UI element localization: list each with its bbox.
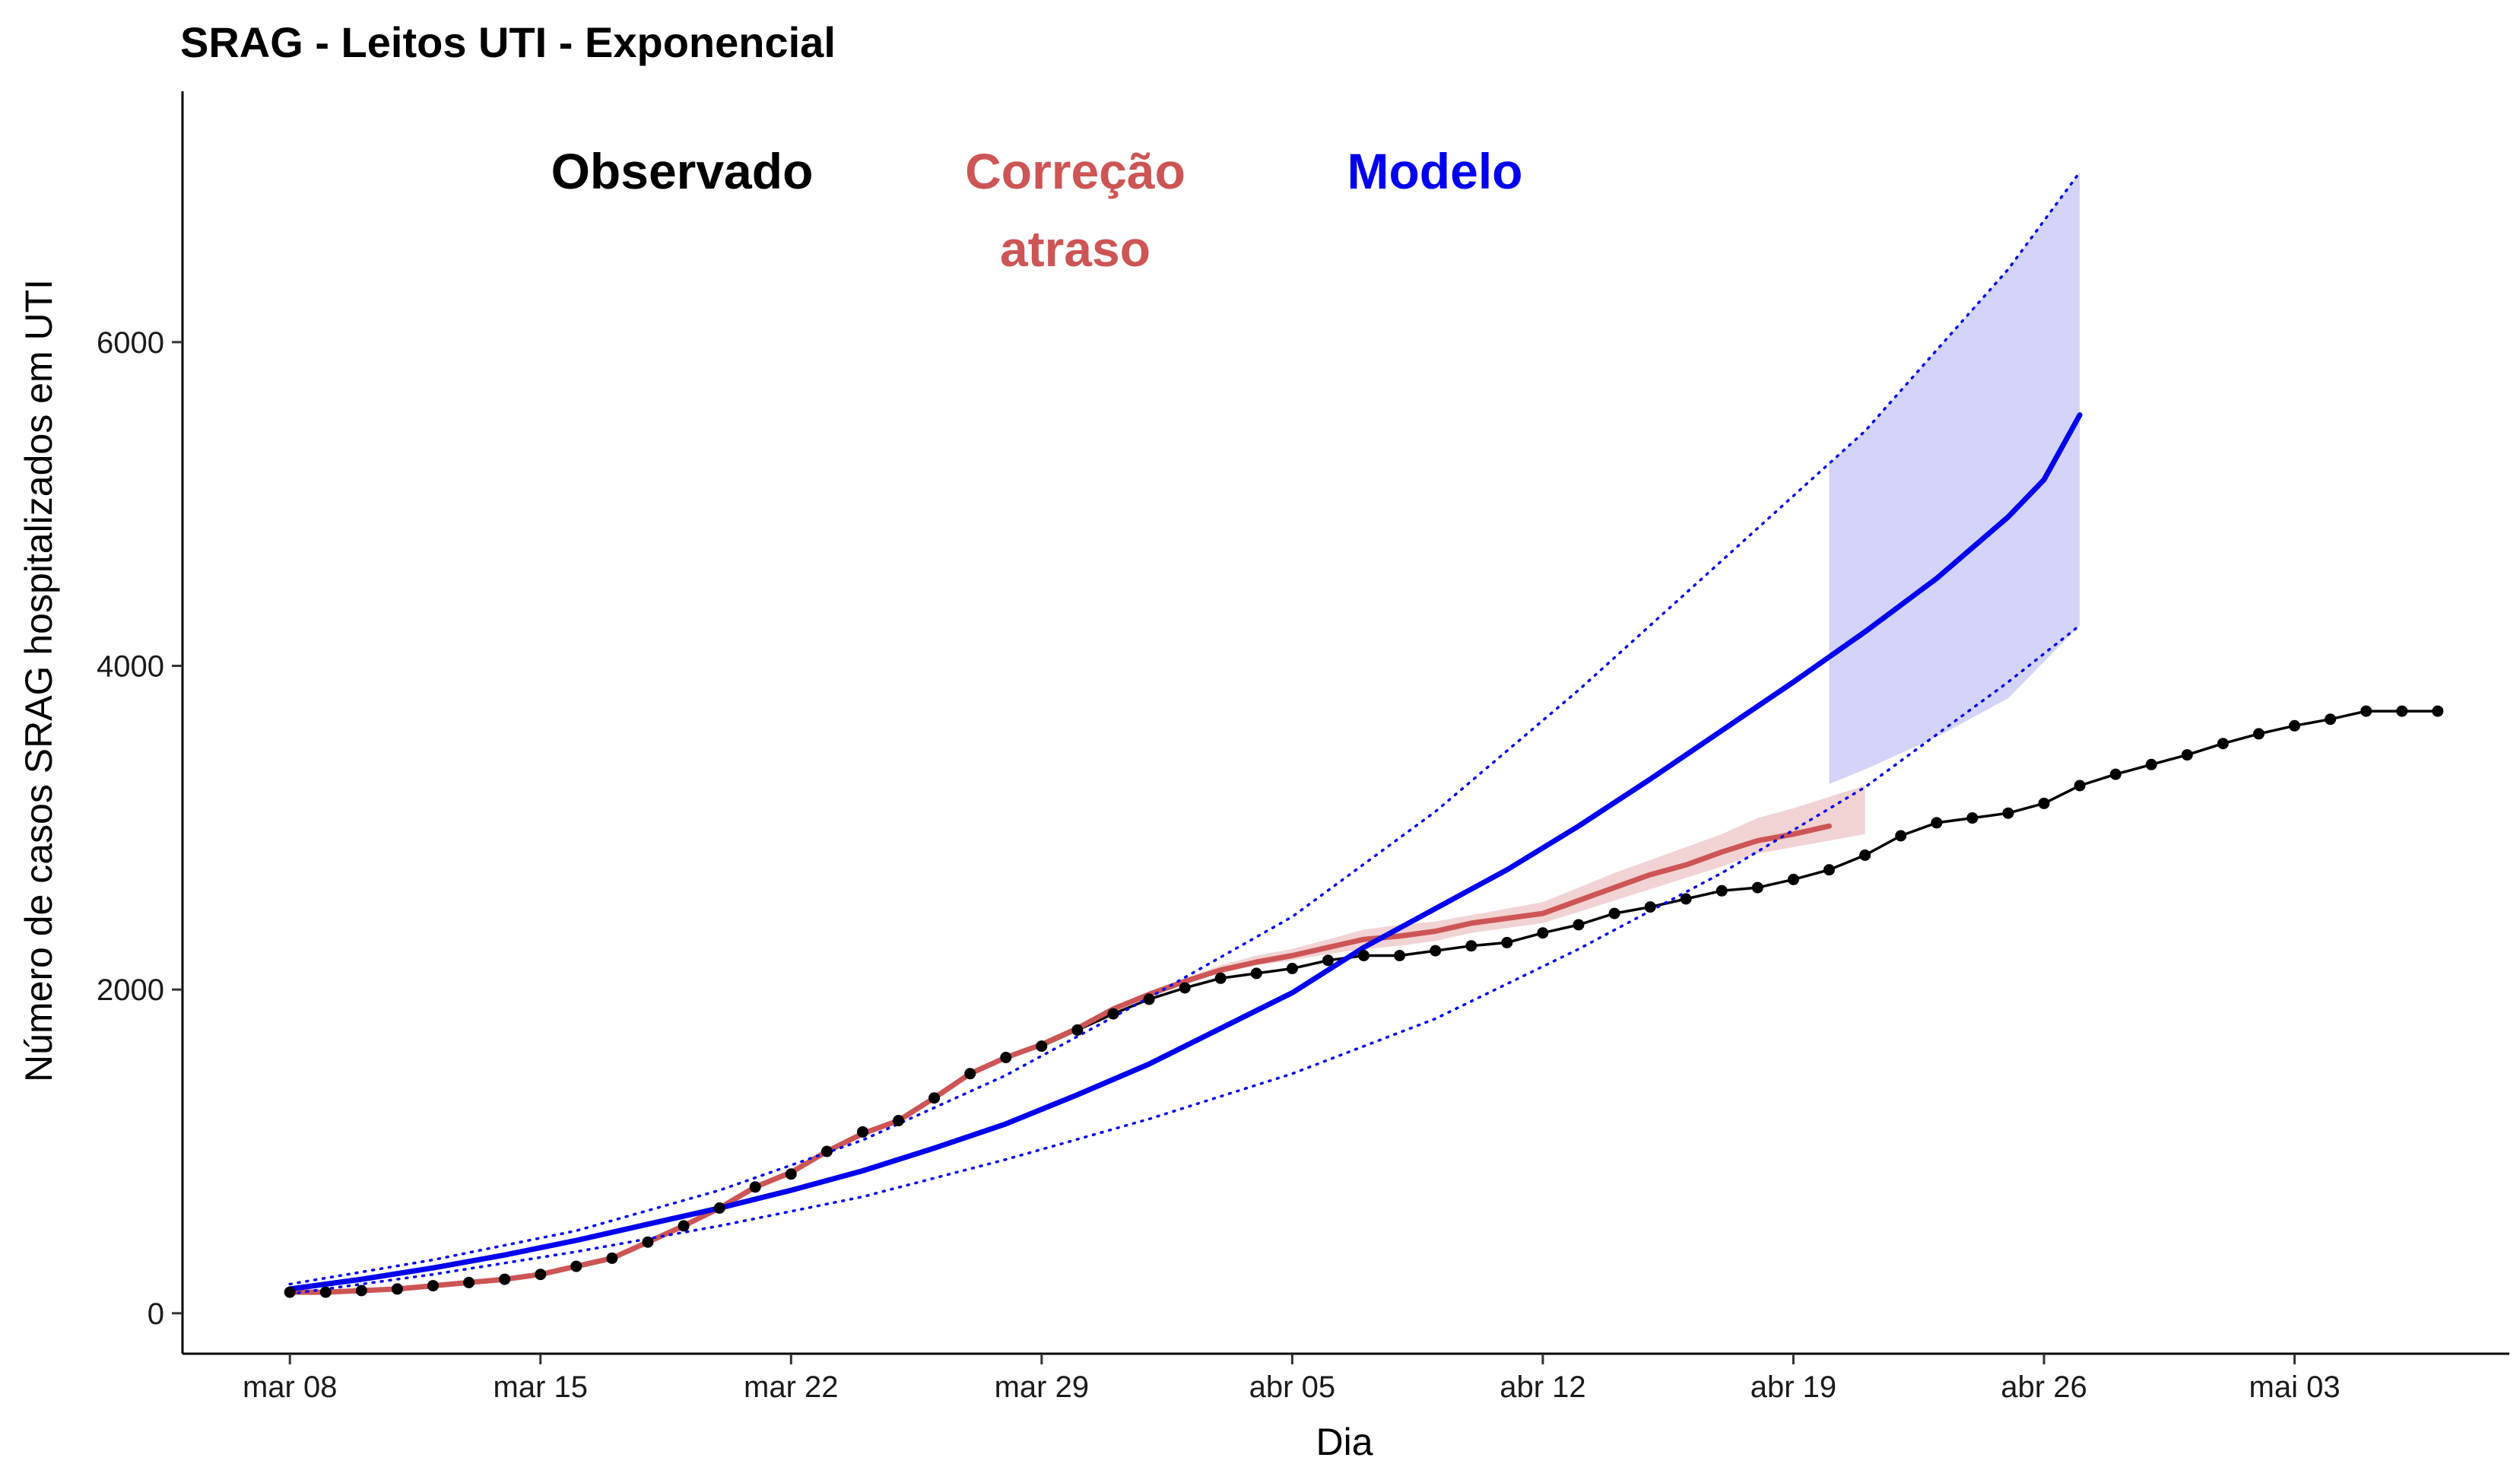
observed-point [1859, 849, 1871, 861]
annotation-observado: Observado [551, 143, 814, 199]
observed-point [1966, 812, 1979, 824]
chart-title: SRAG - Leitos UTI - Exponencial [180, 18, 836, 66]
observed-point [857, 1126, 868, 1138]
observed-point [2038, 797, 2050, 809]
observed-point [1036, 1040, 1048, 1053]
observed-point [392, 1283, 403, 1295]
x-tick-label: mar 08 [243, 1370, 338, 1404]
observed-point [678, 1220, 690, 1232]
observed-point [1179, 982, 1191, 994]
x-tick-label: mar 22 [744, 1370, 839, 1404]
observed-point [1358, 950, 1369, 961]
observed-point [2145, 758, 2157, 770]
observed-point [1322, 954, 1334, 967]
series-line-2 [287, 412, 2083, 1292]
series-line-3 [288, 170, 2081, 1286]
observed-point [2432, 705, 2444, 717]
observed-point [1680, 893, 1692, 905]
observed-point [2002, 807, 2014, 819]
series-lines [287, 170, 2439, 1296]
observed-point [1931, 817, 1943, 829]
band-0 [1149, 786, 1865, 996]
y-tick-label: 2000 [97, 973, 164, 1007]
observed-point [1788, 873, 1799, 885]
observed-point [570, 1260, 582, 1272]
annotation-correcao: Correção [965, 143, 1185, 199]
y-tick-label: 0 [148, 1297, 164, 1331]
x-tick-label: abr 19 [1750, 1370, 1836, 1404]
observed-point [1644, 901, 1656, 913]
observed-point [1286, 963, 1298, 974]
observed-point [2325, 713, 2337, 726]
observed-point [1823, 864, 1835, 876]
x-tick-label: abr 26 [2001, 1370, 2087, 1404]
observed-point [1394, 950, 1406, 961]
observed-point [2109, 768, 2122, 780]
observed-point [1751, 881, 1763, 894]
observed-point [1715, 884, 1728, 897]
observed-point [749, 1181, 761, 1193]
observed-point [535, 1269, 547, 1281]
observed-point [2217, 738, 2229, 750]
y-tick-label: 4000 [97, 650, 164, 684]
observed-point [964, 1068, 976, 1080]
observed-point [1465, 940, 1477, 952]
series-line-4 [288, 624, 2081, 1296]
observed-point [893, 1115, 904, 1126]
y-tick-label: 6000 [97, 326, 164, 360]
observed-point [1143, 993, 1155, 1005]
observed-point [427, 1280, 439, 1292]
confidence-bands [1149, 172, 2080, 996]
observed-point [1895, 830, 1907, 842]
observed-point [2253, 728, 2265, 740]
observed-point [820, 1145, 833, 1158]
band-1 [1829, 172, 2080, 784]
observed-point [1071, 1024, 1084, 1036]
observed-point [1250, 967, 1262, 980]
x-axis-ticks: mar 08 mar 15 mar 22 mar 29 abr 05 abr 12 abr … [243, 1354, 2341, 1404]
annotation-atraso: atraso [1000, 221, 1151, 277]
observed-point [928, 1092, 941, 1104]
observed-points [284, 705, 2444, 1298]
observed-point [2289, 719, 2300, 732]
observed-point [355, 1285, 367, 1297]
x-tick-label: mai 03 [2249, 1370, 2341, 1404]
observed-point [284, 1286, 296, 1298]
observed-point [1608, 907, 1620, 919]
x-tick-label: abr 05 [1249, 1370, 1335, 1404]
series-line-0 [288, 710, 2439, 1294]
observed-point [1573, 919, 1585, 931]
observed-point [713, 1202, 725, 1214]
observed-point [1000, 1052, 1012, 1063]
observed-point [606, 1252, 618, 1264]
observed-point [499, 1273, 511, 1285]
observed-point [1214, 972, 1227, 984]
series-line-1 [287, 823, 1832, 1295]
x-tick-label: abr 12 [1500, 1370, 1585, 1404]
observed-point [1537, 927, 1549, 939]
observed-point [319, 1286, 332, 1298]
x-axis-label: Dia [1316, 1421, 1373, 1463]
observed-point [2396, 705, 2408, 717]
observed-point [1501, 936, 1513, 948]
annotation-modelo: Modelo [1347, 143, 1523, 199]
observed-point [2360, 705, 2372, 717]
y-axis-label: Número de casos SRAG hospitalizados em U… [17, 279, 60, 1082]
y-axis-ticks: 0 2000 4000 6000 [97, 326, 182, 1331]
observed-point [1107, 1008, 1119, 1020]
observed-point [642, 1236, 654, 1248]
observed-point [785, 1168, 797, 1180]
observed-point [463, 1276, 475, 1288]
observed-point [2181, 749, 2193, 761]
observed-point [2074, 780, 2086, 792]
x-tick-label: mar 29 [995, 1370, 1090, 1404]
observed-point [1430, 945, 1442, 957]
x-tick-label: mar 15 [494, 1370, 589, 1404]
